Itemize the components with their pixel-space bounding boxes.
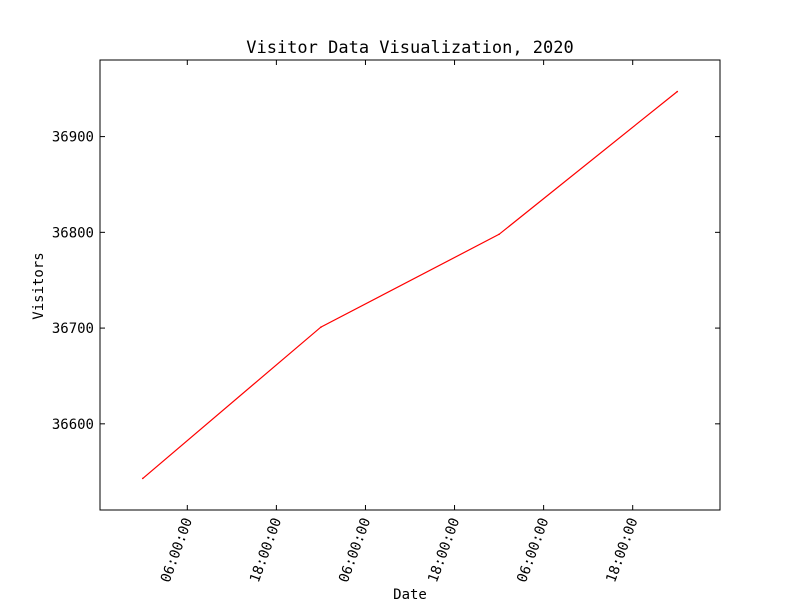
y-tick-label: 36700 <box>52 321 94 337</box>
axis-ticks: 36600 36700 36800 36900 06:00:00 18:00:00 06:0… <box>52 60 720 585</box>
data-point <box>141 477 144 480</box>
chart-title: Visitor Data Visualization, 2020 <box>246 38 574 58</box>
x-tick-label: 18:00:00 <box>247 516 285 585</box>
data-point <box>676 90 679 93</box>
y-tick-label: 36600 <box>52 417 94 433</box>
y-tick-label: 36800 <box>52 225 94 241</box>
data-point <box>320 326 322 328</box>
plot-lines <box>141 90 679 480</box>
plot-frame <box>99 59 721 511</box>
series-line <box>142 91 678 479</box>
x-tick-label: 06:00:00 <box>158 516 196 585</box>
y-tick-label: 36900 <box>52 130 94 146</box>
x-tick-label: 18:00:00 <box>603 516 641 585</box>
x-tick-label: 06:00:00 <box>514 516 552 585</box>
x-axis-label: Date <box>393 587 427 600</box>
data-point <box>498 233 500 236</box>
y-axis-label: Visitors <box>31 252 47 319</box>
x-tick-label: 06:00:00 <box>336 516 374 585</box>
x-tick-label: 18:00:00 <box>425 516 463 585</box>
